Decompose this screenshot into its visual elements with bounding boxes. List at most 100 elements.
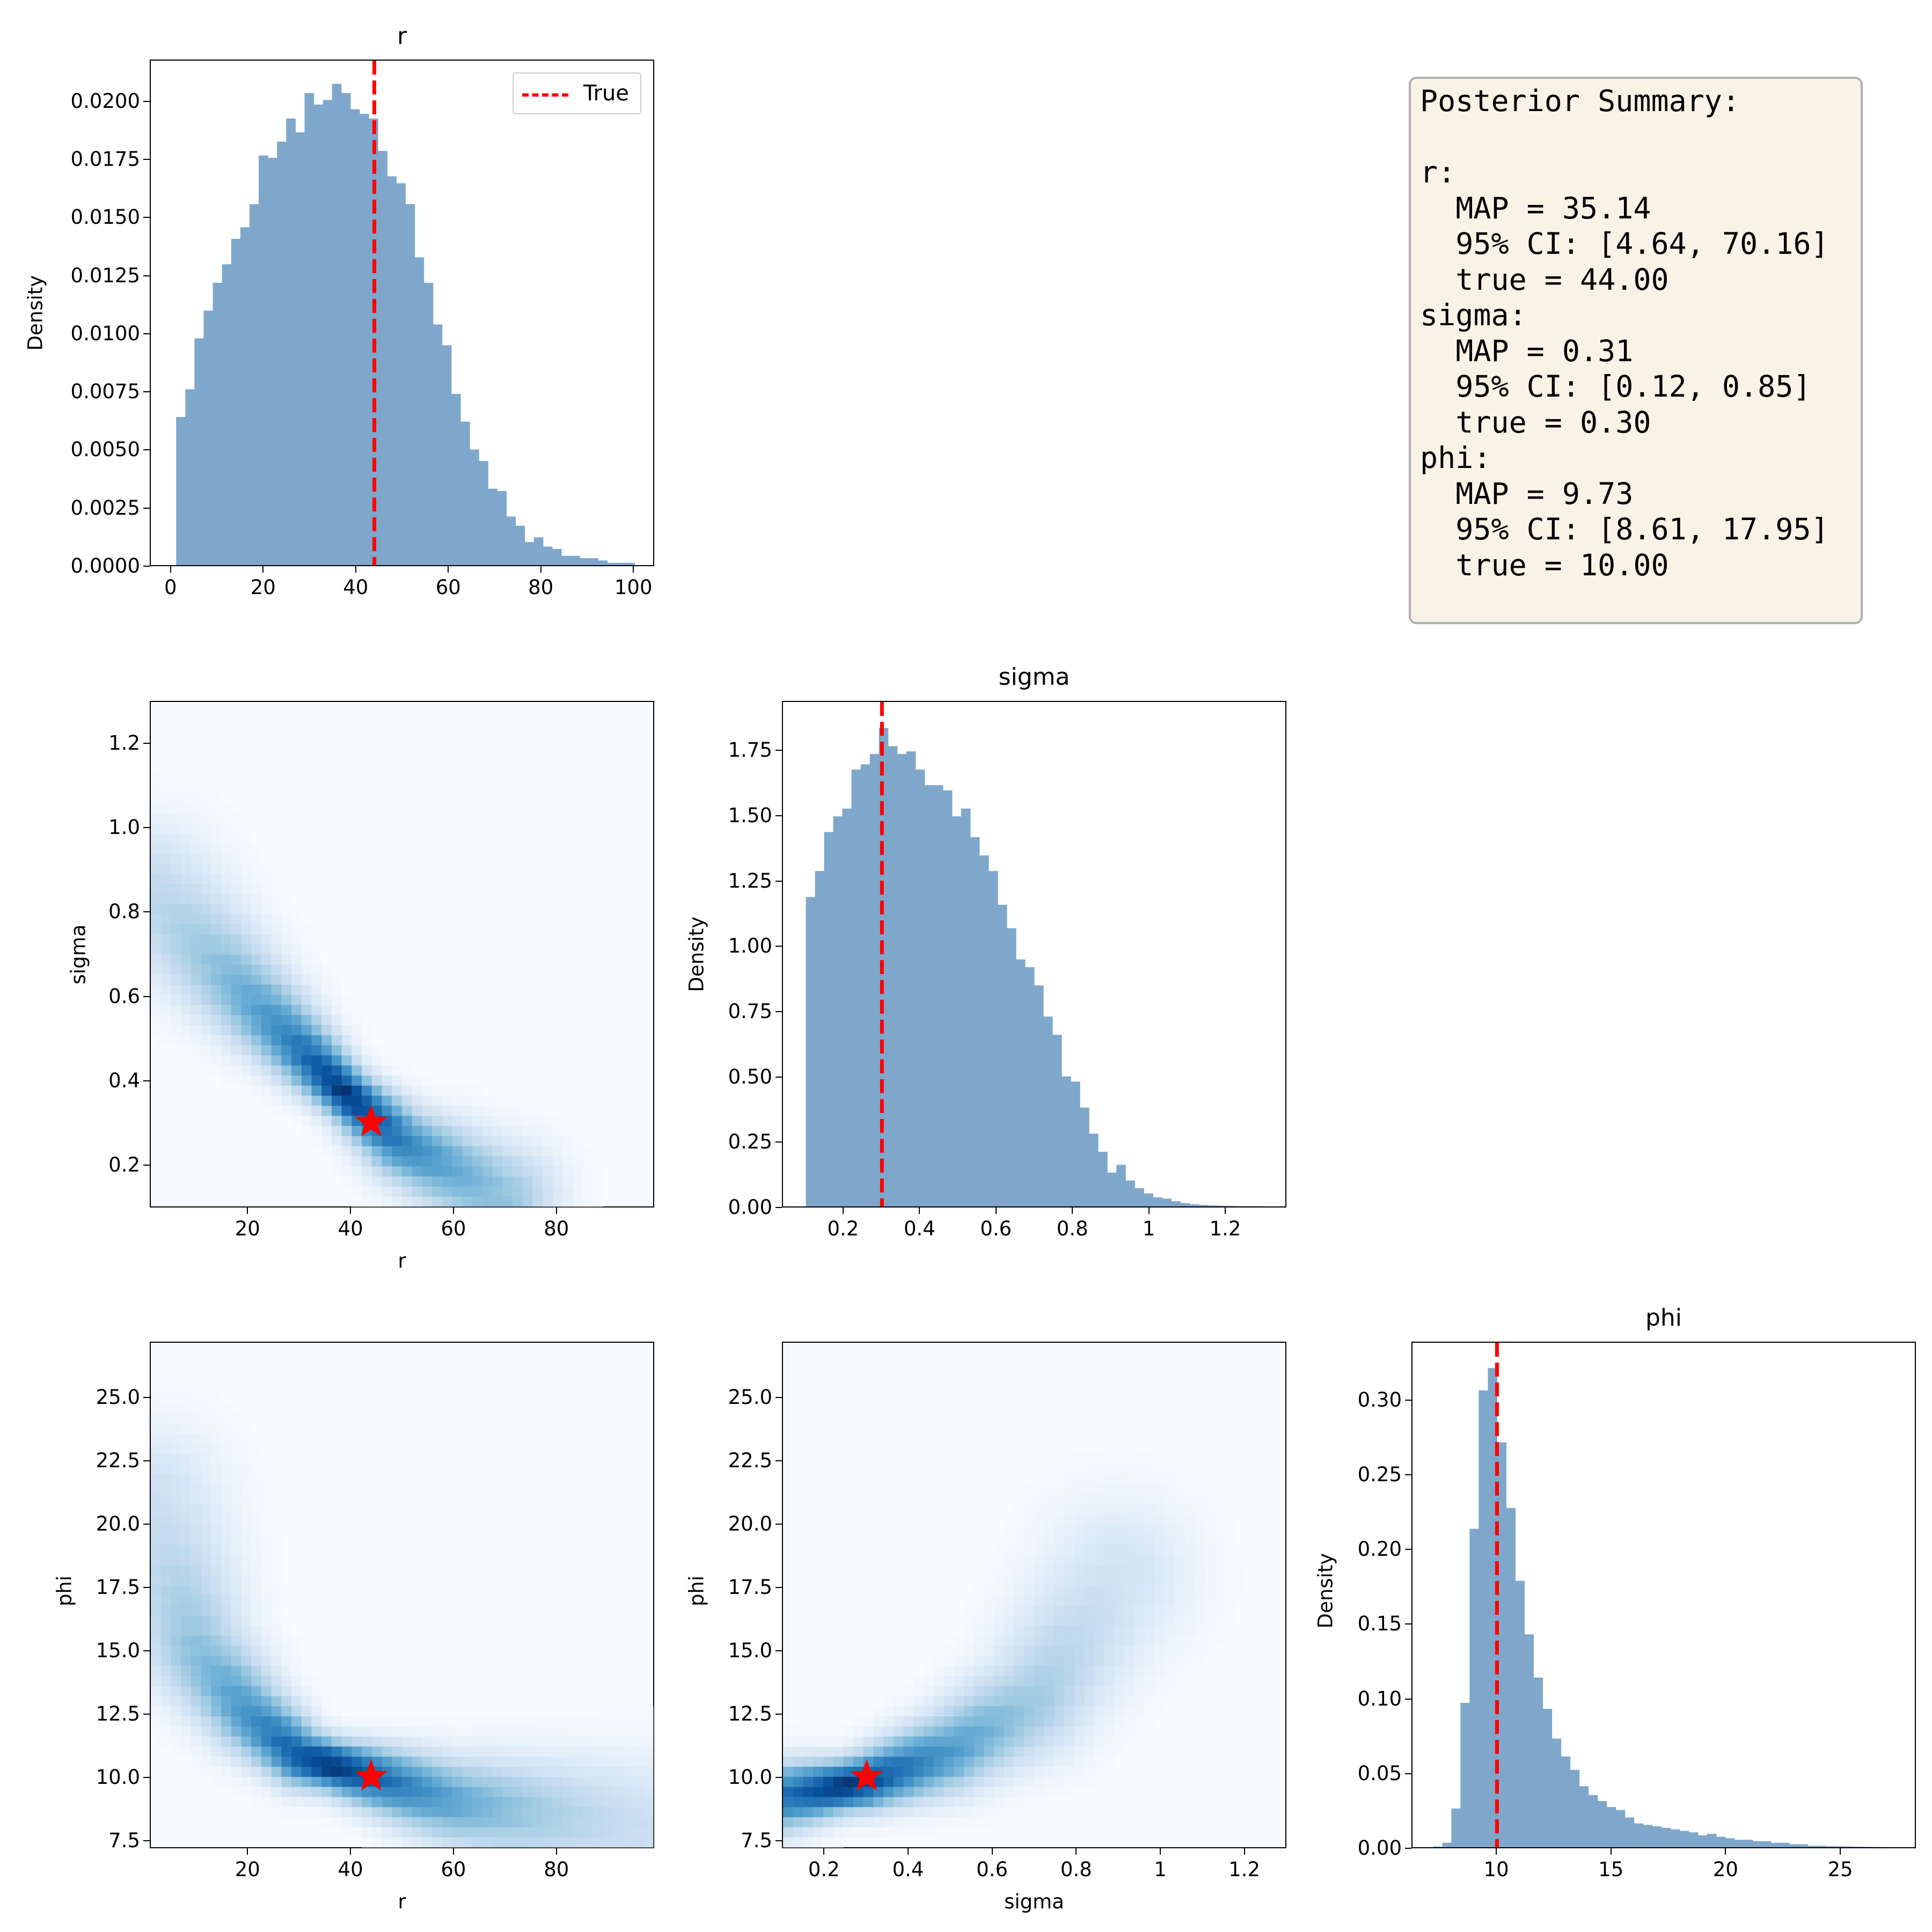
y-tick-label: 0.8 <box>108 900 140 924</box>
x-tick <box>540 566 541 573</box>
y-tick <box>775 946 782 947</box>
y-tick-label: 7.5 <box>108 1828 140 1852</box>
x-tick-label: 10 <box>1483 1858 1509 1881</box>
y-tick <box>143 217 150 218</box>
x-tick <box>1496 1848 1497 1855</box>
true-value-star-icon <box>355 1105 388 1137</box>
r-hist-title: r <box>397 23 407 50</box>
sigma-phi-heatmap <box>783 1343 1285 1848</box>
y-tick-label: 12.5 <box>728 1702 772 1725</box>
x-tick-label: 0.6 <box>980 1217 1012 1240</box>
sigma-phi-xlabel: sigma <box>1004 1890 1064 1913</box>
x-tick <box>555 1208 557 1214</box>
x-tick-label: 0.8 <box>1060 1858 1092 1881</box>
r-hist-axes: True <box>150 60 654 566</box>
y-tick-label: 10.0 <box>728 1765 772 1789</box>
y-tick <box>775 880 782 882</box>
y-tick <box>143 1776 150 1778</box>
x-tick-label: 20 <box>1713 1858 1738 1881</box>
x-tick-label: 20 <box>235 1217 260 1240</box>
x-tick <box>995 1208 997 1214</box>
y-tick-label: 0.25 <box>1357 1462 1402 1486</box>
y-tick-label: 1.00 <box>728 934 772 958</box>
y-tick <box>143 275 150 276</box>
y-tick-label: 0.10 <box>1357 1687 1402 1710</box>
y-tick <box>143 100 150 102</box>
y-tick-label: 0.0125 <box>70 264 140 287</box>
x-tick-label: 60 <box>441 1217 466 1240</box>
x-tick-label: 25 <box>1827 1858 1853 1881</box>
y-tick-label: 0.0150 <box>70 206 140 229</box>
y-tick <box>775 1076 782 1078</box>
x-tick <box>1160 1848 1161 1855</box>
y-tick <box>1405 1773 1411 1774</box>
x-tick-label: 0.4 <box>892 1858 924 1881</box>
x-tick <box>247 1208 248 1214</box>
x-tick <box>823 1848 825 1855</box>
y-tick-label: 0.0025 <box>70 496 140 519</box>
x-tick <box>1148 1208 1150 1214</box>
x-tick-label: 0.8 <box>1056 1217 1088 1240</box>
y-tick-label: 1.25 <box>728 869 772 892</box>
sigma-hist-title: sigma <box>998 663 1070 691</box>
summary-r-map: MAP = 35.14 <box>1420 191 1651 225</box>
x-tick <box>842 1208 844 1214</box>
r-sigma-heatmap <box>151 702 653 1207</box>
x-tick <box>1725 1848 1726 1855</box>
y-tick <box>143 159 150 160</box>
summary-r-ci: 95% CI: [4.64, 70.16] <box>1420 226 1829 261</box>
legend-label-true: True <box>583 81 629 106</box>
y-tick <box>143 742 150 744</box>
x-tick <box>350 1208 352 1214</box>
x-tick-label: 20 <box>250 576 276 599</box>
x-tick-label: 100 <box>614 576 653 599</box>
x-tick-label: 1.2 <box>1228 1858 1261 1881</box>
summary-heading: Posterior Summary: <box>1420 84 1740 118</box>
sigma-hist-axes <box>782 701 1286 1208</box>
y-tick-label: 0.00 <box>728 1196 772 1219</box>
r-phi-axes <box>150 1342 654 1848</box>
y-tick-label: 0.15 <box>1357 1612 1402 1636</box>
y-tick <box>775 750 782 751</box>
x-tick <box>919 1208 920 1214</box>
x-tick-label: 80 <box>544 1217 569 1240</box>
y-tick-label: 10.0 <box>96 1765 140 1789</box>
x-tick-label: 60 <box>435 576 461 599</box>
y-tick-label: 25.0 <box>728 1385 772 1409</box>
y-tick <box>1405 1698 1411 1700</box>
true-value-star-icon <box>850 1759 883 1791</box>
x-tick-label: 0.6 <box>976 1858 1008 1881</box>
y-tick <box>143 827 150 828</box>
phi-hist-axes <box>1411 1342 1916 1848</box>
y-tick <box>143 1523 150 1525</box>
x-tick <box>1243 1848 1245 1855</box>
x-tick-label: 40 <box>338 1858 363 1881</box>
y-tick <box>775 1713 782 1715</box>
y-tick-label: 1.75 <box>728 738 772 762</box>
x-tick-label: 80 <box>544 1858 569 1881</box>
x-tick <box>350 1848 352 1855</box>
summary-phi-map: MAP = 9.73 <box>1420 476 1634 511</box>
r-sigma-axes <box>150 701 654 1208</box>
y-tick <box>143 996 150 997</box>
summary-sigma-true: true = 0.30 <box>1420 405 1651 440</box>
y-tick-label: 0.50 <box>728 1065 772 1088</box>
r-phi-xlabel: r <box>398 1890 406 1913</box>
x-tick <box>633 566 634 573</box>
y-tick <box>143 333 150 334</box>
y-tick-label: 1.50 <box>728 804 772 828</box>
y-tick-label: 7.5 <box>741 1828 772 1852</box>
y-tick-label: 0.0100 <box>70 321 140 345</box>
y-tick-label: 22.5 <box>96 1448 140 1472</box>
summary-sigma-label: sigma: <box>1420 298 1527 332</box>
r-phi-heatmap <box>151 1343 654 1848</box>
y-tick <box>143 566 150 567</box>
summary-phi-ci: 95% CI: [8.61, 17.95] <box>1420 512 1829 546</box>
x-tick <box>448 566 449 573</box>
y-tick <box>775 1207 782 1208</box>
y-tick <box>143 1840 150 1841</box>
y-tick <box>1405 1848 1411 1849</box>
y-tick <box>775 815 782 817</box>
x-tick <box>1072 1208 1073 1214</box>
x-tick-label: 0.2 <box>827 1217 859 1240</box>
